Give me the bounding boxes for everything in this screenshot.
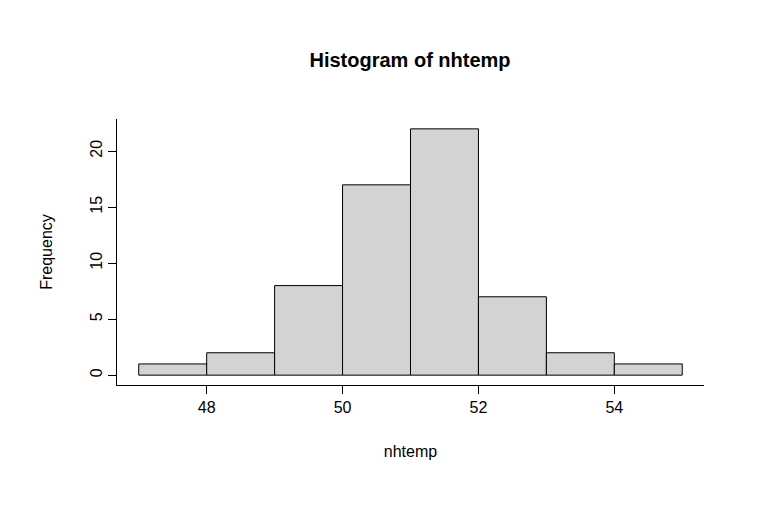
svg-text:10: 10 bbox=[88, 252, 105, 270]
svg-text:52: 52 bbox=[470, 399, 488, 416]
svg-text:15: 15 bbox=[88, 196, 105, 214]
svg-text:Histogram of nhtemp: Histogram of nhtemp bbox=[309, 49, 510, 71]
svg-text:0: 0 bbox=[88, 368, 105, 377]
svg-text:54: 54 bbox=[605, 399, 623, 416]
svg-text:50: 50 bbox=[334, 399, 352, 416]
svg-text:5: 5 bbox=[88, 312, 105, 321]
svg-text:20: 20 bbox=[88, 140, 105, 158]
svg-text:48: 48 bbox=[198, 399, 216, 416]
svg-text:nhtemp: nhtemp bbox=[384, 443, 437, 460]
svg-text:Frequency: Frequency bbox=[38, 214, 55, 290]
